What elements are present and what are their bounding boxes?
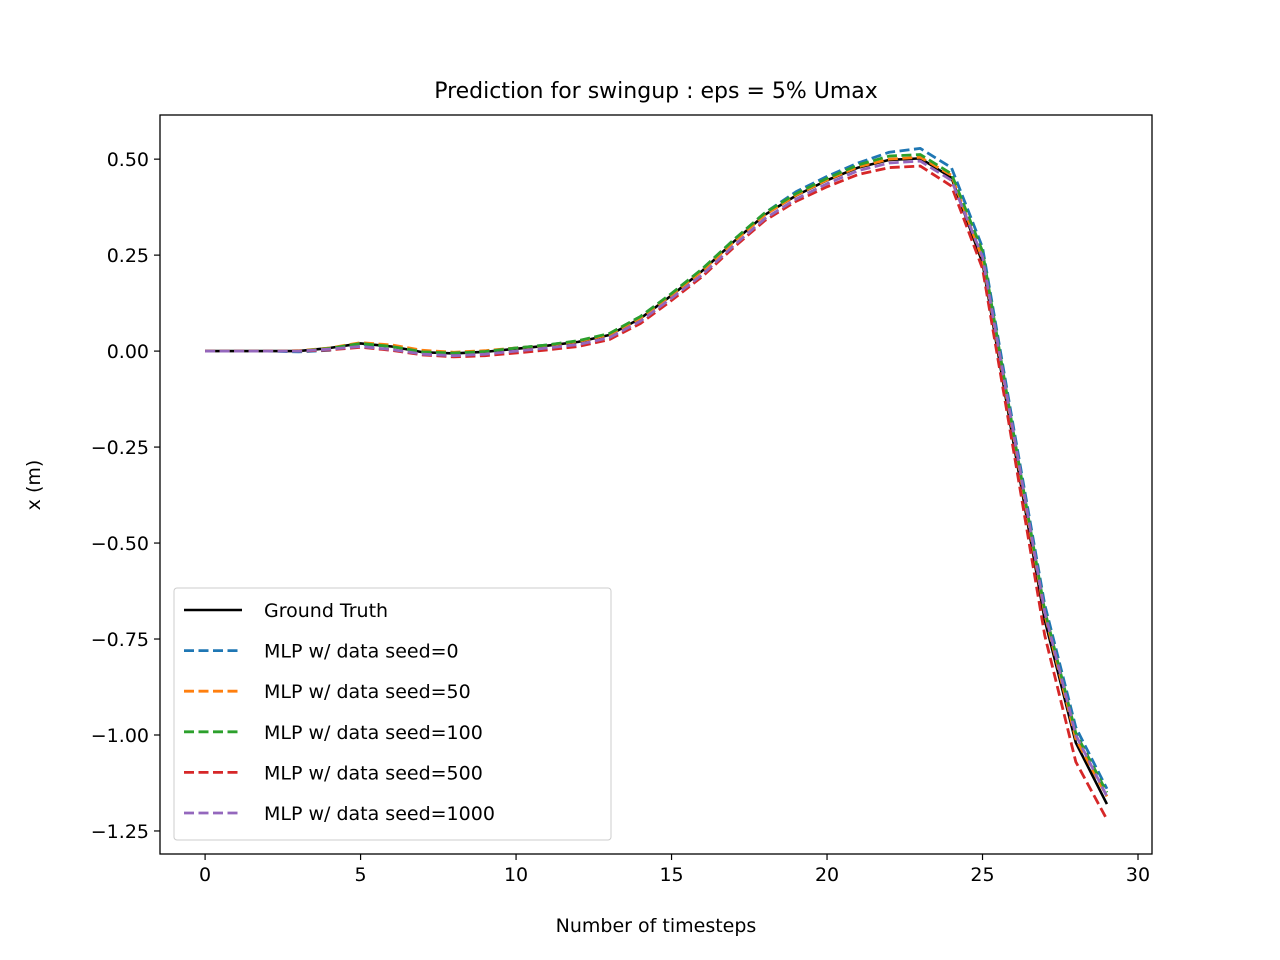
y-tick-label: −1.25: [91, 821, 149, 843]
y-tick-label: −0.50: [91, 533, 149, 555]
y-axis-label: x (m): [23, 460, 45, 511]
y-tick-label: 0.00: [107, 341, 149, 363]
x-tick-label: 5: [355, 864, 367, 886]
plot-frame: [159, 114, 1153, 855]
x-tick-label: 10: [504, 864, 528, 886]
legend-label: MLP w/ data seed=0: [264, 641, 459, 663]
series-line-mlp-w-data-seed-1000: [205, 159, 1109, 798]
series-line-mlp-w-data-seed-100: [205, 153, 1109, 794]
x-tick-label: 25: [970, 864, 994, 886]
chart-title: Prediction for swingup : eps = 5% Umax: [434, 79, 878, 104]
legend-box: [173, 587, 612, 841]
legend-label: MLP w/ data seed=1000: [264, 803, 495, 825]
y-tick-label: −0.25: [91, 437, 149, 459]
y-tick-label: −1.00: [91, 725, 149, 747]
y-tick-label: 0.50: [107, 149, 149, 171]
legend-label: Ground Truth: [264, 600, 388, 622]
x-tick-label: 0: [199, 864, 211, 886]
axis-ticks: 0 5 10 15 20 25 30 0.50 0.25 0.00 −0.25 −0.50 −0.75 −…: [91, 149, 1150, 886]
x-tick-label: 20: [815, 864, 839, 886]
x-tick-label: 15: [659, 864, 683, 886]
legend-label: MLP w/ data seed=500: [264, 762, 483, 784]
x-axis-label: Number of timesteps: [556, 915, 757, 937]
legend-label: MLP w/ data seed=50: [264, 681, 471, 703]
y-tick-label: 0.25: [107, 245, 149, 267]
legend: Ground Truth MLP w/ data seed=0 MLP w/ dat…: [173, 587, 612, 841]
x-tick-label: 30: [1126, 864, 1150, 886]
y-tick-label: −0.75: [91, 629, 149, 651]
legend-label: MLP w/ data seed=100: [264, 722, 483, 744]
series-lines: [205, 146, 1109, 821]
